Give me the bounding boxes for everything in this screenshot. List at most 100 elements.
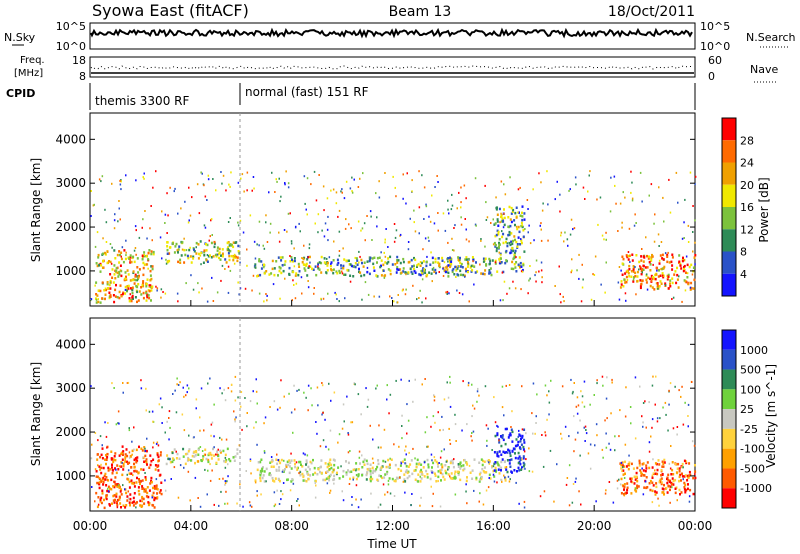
echo-scatter <box>427 445 429 448</box>
echo-cell <box>149 482 152 485</box>
echo-scatter <box>327 239 329 242</box>
echo-scatter <box>559 210 561 213</box>
echo-cell <box>301 465 304 468</box>
echo-cell <box>626 482 629 485</box>
echo-cell <box>507 225 510 228</box>
echo-scatter <box>234 418 236 421</box>
echo-scatter <box>115 423 118 426</box>
echo-scatter <box>117 484 120 487</box>
echo-cell <box>371 477 374 481</box>
echo-cell <box>102 259 105 263</box>
velocity-colorbar-label: Velocity [m s^-1] <box>764 364 778 468</box>
echo-cell <box>329 458 332 461</box>
echo-scatter <box>498 439 500 442</box>
echo-cell <box>147 294 150 297</box>
echo-scatter <box>122 391 124 394</box>
echo-cell <box>214 253 217 257</box>
echo-cell <box>101 447 104 450</box>
echo-cell <box>113 264 116 267</box>
echo-cell <box>495 249 498 253</box>
echo-scatter <box>579 454 581 457</box>
echo-cell <box>280 259 283 262</box>
echo-cell <box>103 498 105 502</box>
echo-scatter <box>687 241 690 243</box>
echo-scatter <box>614 435 616 438</box>
echo-cell <box>397 467 400 471</box>
echo-cell <box>134 502 137 505</box>
echo-cell <box>626 255 629 259</box>
echo-scatter <box>322 411 324 414</box>
echo-scatter <box>458 191 460 194</box>
echo-cell <box>689 288 692 291</box>
echo-cell <box>150 299 152 302</box>
echo-cell <box>280 271 283 275</box>
echo-scatter <box>241 428 243 431</box>
echo-scatter <box>583 380 586 383</box>
echo-scatter <box>354 256 356 259</box>
ytick-label: 3000 <box>55 176 86 190</box>
echo-cell <box>260 267 263 270</box>
echo-cell <box>488 272 491 275</box>
echo-scatter <box>145 409 147 412</box>
echo-scatter <box>664 252 667 255</box>
echo-scatter <box>225 189 227 192</box>
echo-cell <box>106 489 109 493</box>
echo-scatter <box>628 454 630 457</box>
echo-cell <box>482 272 485 276</box>
echo-cell <box>132 255 135 259</box>
echo-cell <box>447 271 450 275</box>
echo-scatter <box>614 184 616 187</box>
echo-cell <box>147 495 150 499</box>
echo-cell <box>317 267 320 270</box>
echo-scatter <box>126 473 128 476</box>
echo-scatter <box>256 494 258 497</box>
echo-scatter <box>188 387 190 390</box>
echo-scatter <box>648 450 651 453</box>
echo-cell <box>155 484 158 487</box>
echo-scatter <box>684 289 687 292</box>
echo-cell <box>132 504 135 507</box>
echo-cell <box>326 465 329 469</box>
echo-scatter <box>384 255 387 258</box>
echo-scatter <box>686 272 689 275</box>
echo-cell <box>118 290 121 294</box>
echo-cell <box>675 471 678 474</box>
echo-cell <box>625 491 628 494</box>
echo-cell <box>236 259 239 263</box>
echo-scatter <box>230 390 233 393</box>
echo-cell <box>259 273 262 277</box>
echo-cell <box>454 265 457 269</box>
echo-scatter <box>689 286 692 289</box>
echo-cell <box>135 470 138 473</box>
echo-cell <box>642 264 645 268</box>
echo-cell <box>669 279 672 282</box>
echo-cell <box>457 258 460 262</box>
echo-cell <box>620 492 623 495</box>
echo-scatter <box>169 426 171 429</box>
echo-cell <box>209 254 211 257</box>
echo-cell <box>369 256 372 260</box>
echo-scatter <box>251 289 253 292</box>
echo-cell <box>136 476 138 480</box>
echo-scatter <box>290 240 293 243</box>
echo-scatter <box>578 253 580 256</box>
echo-scatter <box>226 502 229 505</box>
echo-cell <box>275 469 278 472</box>
velocity-xticks: 00:00 04:00 08:00 12:00 16:00 20:00 00:00 <box>73 300 712 533</box>
echo-scatter <box>645 236 647 239</box>
echo-cell <box>662 258 665 261</box>
echo-scatter <box>681 385 683 388</box>
echo-cell <box>504 442 507 446</box>
echo-scatter <box>419 261 422 264</box>
echo-cell <box>107 466 110 470</box>
echo-cell <box>355 477 358 481</box>
colorbar-tick-label: -25 <box>740 423 758 436</box>
nave-tick-top: 60 <box>708 54 722 67</box>
echo-cell <box>683 258 686 262</box>
echo-scatter <box>501 480 503 483</box>
echo-scatter <box>346 395 348 398</box>
echo-scatter <box>645 426 647 429</box>
echo-cell <box>514 211 517 215</box>
echo-cell <box>660 482 663 486</box>
echo-cell <box>113 480 116 484</box>
